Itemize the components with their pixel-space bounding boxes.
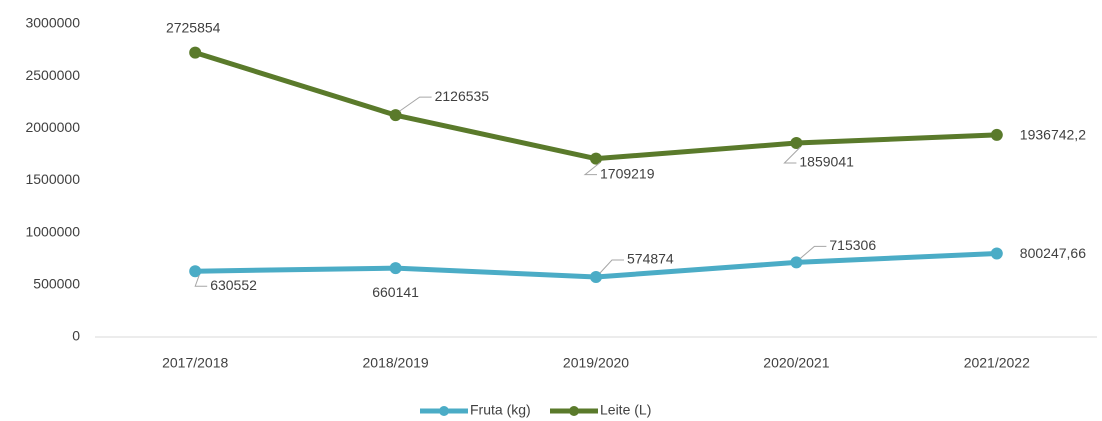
data-point [189,46,202,59]
x-tick-label: 2020/2021 [763,355,829,371]
data-point [790,256,803,269]
data-label: 2725854 [166,19,221,35]
leader-line [399,96,432,112]
leader-line [194,275,208,287]
leader-line [783,146,801,164]
leader-line [583,162,601,176]
data-label: 574874 [627,251,674,267]
data-point [590,152,602,165]
legend-marker [569,406,579,416]
series-line [194,50,997,162]
x-tick-label: 2021/2022 [964,355,1030,371]
data-label: 2126535 [435,88,490,104]
data-label: 1859041 [799,154,854,170]
data-label: 800247,66 [1020,245,1086,261]
data-point [990,128,1003,141]
x-tick-label: 2019/2020 [563,355,629,371]
y-tick-label: 3000000 [25,15,80,31]
y-tick-label: 2500000 [25,67,80,83]
data-point [990,247,1003,260]
data-label: 630552 [210,277,257,293]
legend-label: Leite (L) [600,402,651,418]
x-tick-label: 2018/2019 [363,355,429,371]
y-tick-label: 1000000 [25,223,80,239]
data-point [790,137,803,150]
legend-label: Fruta (kg) [470,402,531,418]
y-tick-label: 1500000 [25,171,80,187]
leader-line [800,245,827,259]
leader-line [599,259,624,274]
y-tick-label: 0 [72,328,80,344]
data-label: 715306 [829,237,876,253]
data-point [389,109,402,122]
data-label: 660141 [372,284,419,300]
data-point [389,262,402,275]
data-label: 1936742,2 [1020,127,1086,143]
data-point [590,271,602,284]
legend-marker [439,406,449,416]
x-tick-label: 2017/2018 [162,355,228,371]
y-tick-label: 2000000 [25,119,80,135]
y-tick-label: 500000 [33,276,80,292]
data-label: 1709219 [600,165,655,181]
data-point [189,265,202,278]
